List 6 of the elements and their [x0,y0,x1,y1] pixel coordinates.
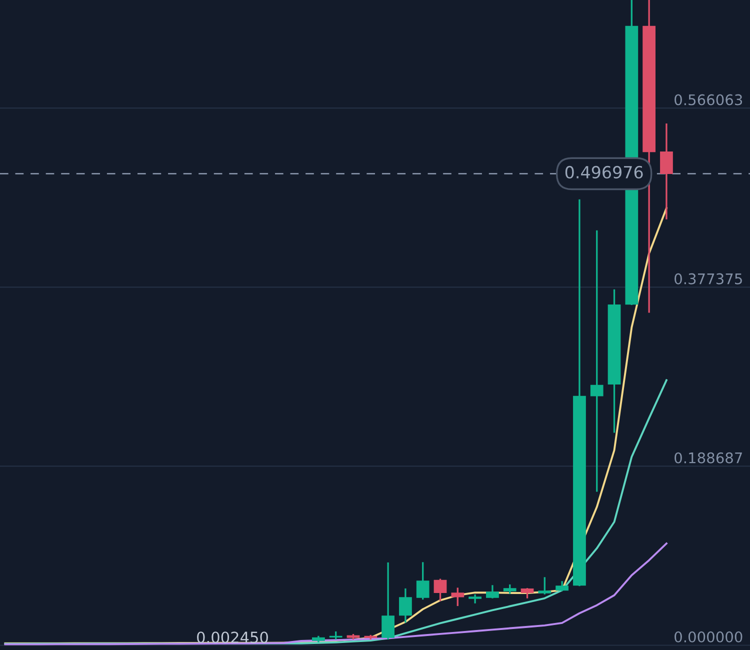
y-tick-label: 0.000000 [674,631,742,642]
y-tick-label: 0.377375 [674,273,742,284]
y-tick-label: 0.188687 [674,452,742,464]
ref-line-label: 0.496976 [565,166,643,179]
y-tick-label: 0.566063 [674,94,742,106]
annotation: 0.002450 [197,632,268,644]
